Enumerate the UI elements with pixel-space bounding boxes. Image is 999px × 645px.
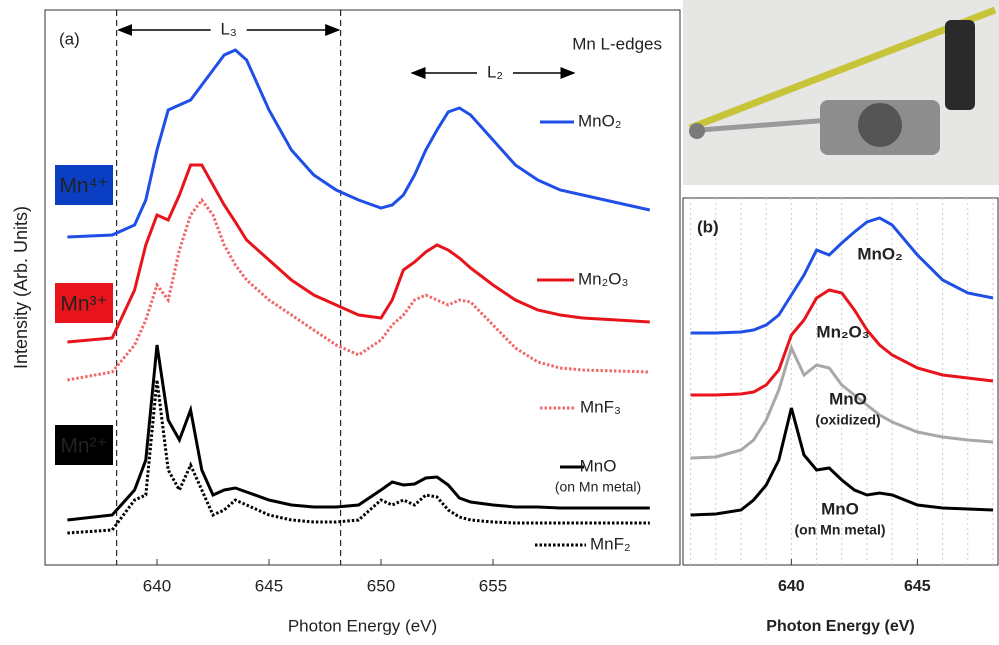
photo	[683, 0, 999, 185]
series-line	[67, 379, 650, 535]
x-axis-label: Photon Energy (eV)	[766, 618, 914, 635]
x-tick-label: 640	[143, 576, 171, 595]
series-line	[67, 163, 650, 344]
x-tick-label: 650	[367, 576, 395, 595]
plot-frame	[682, 197, 999, 566]
x-tick-label: 645	[904, 578, 931, 595]
panel-label: (a)	[59, 29, 80, 48]
series-line	[67, 197, 650, 382]
series-line	[690, 288, 994, 397]
state-box	[55, 283, 113, 323]
series-line	[67, 48, 651, 239]
x-tick-label: 655	[479, 576, 507, 595]
state-label: Mn²⁺	[60, 435, 107, 458]
y-axis-label: Intensity (Arb. Units)	[11, 206, 31, 369]
panel: 640 645 650 655 Photon Energy (eV) Intensity …	[11, 9, 681, 635]
x-axis-label: Photon Energy (eV)	[288, 616, 437, 635]
legend-label: MnO₂	[857, 244, 902, 263]
state-box	[55, 165, 113, 205]
series-line	[690, 216, 994, 335]
legend-sublabel: (on Mn metal)	[555, 479, 641, 495]
legend-label: MnO₂	[578, 111, 621, 130]
legend-label: MnF₂	[590, 534, 631, 553]
state-box	[55, 425, 113, 465]
legend-sublabel: (oxidized)	[815, 412, 880, 428]
panel-label: (b)	[697, 217, 719, 236]
annotation: Mn L-edges	[572, 34, 662, 53]
panel: 640 645 Photon Energy (eV) (b) MnO₂ Mn₂O₃ MnO (…	[682, 197, 999, 635]
series-line	[690, 407, 994, 517]
legend-label: Mn₂O₃	[816, 322, 869, 341]
state-label: Mn³⁺	[60, 293, 107, 316]
legend-sublabel: (on Mn metal)	[795, 522, 886, 538]
state-label: Mn⁴⁺	[59, 175, 108, 198]
legend-label: MnO	[580, 456, 617, 475]
label-bg	[477, 61, 513, 85]
legend-label: MnO	[821, 499, 859, 518]
legend-label: MnO	[829, 389, 867, 408]
x-tick-label: 645	[255, 576, 283, 595]
legend-label: Mn₂O₃	[578, 269, 628, 288]
legend-label: MnF₃	[580, 397, 621, 416]
edge-label: L₂	[487, 62, 503, 81]
label-bg	[210, 18, 247, 42]
series-line	[690, 343, 994, 460]
edge-label: L₃	[220, 19, 236, 38]
plot-frame	[44, 9, 681, 566]
series-line	[67, 344, 650, 522]
x-tick-label: 640	[778, 578, 805, 595]
